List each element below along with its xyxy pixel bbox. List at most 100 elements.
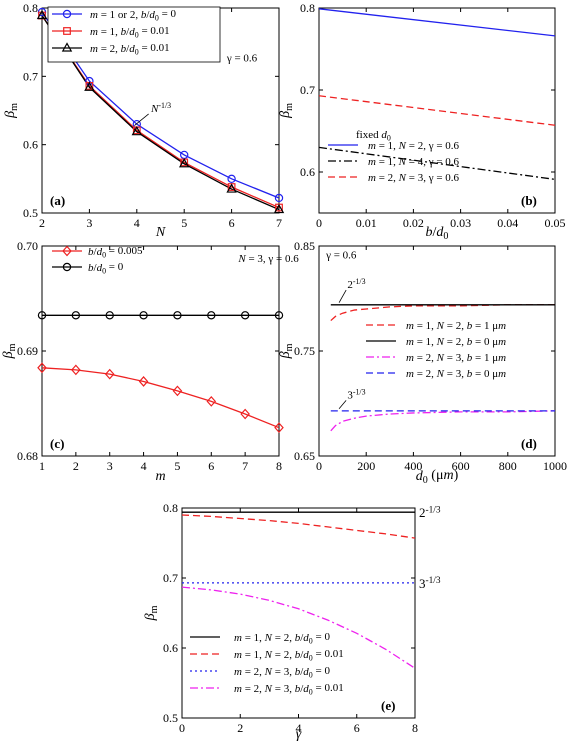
y-axis-label: βm​ [278, 343, 295, 359]
x-tick-label: 600 [452, 459, 470, 473]
series-group [330, 304, 555, 432]
annotation: γ = 0.6 [325, 250, 357, 262]
data-point [61, 42, 73, 52]
legend-label: b/d0​ = 0 [88, 261, 124, 275]
legend: m = 1, N = 2, b/d0​ = 0 m = 1, N = 2, b/d… [190, 631, 344, 696]
y-tick-label: 0.8 [163, 501, 178, 515]
legend-label: m = 1, N = 2, b/d0​ = 0 [234, 631, 330, 645]
x-tick-label: 0.02 [403, 216, 424, 230]
legend-label: m = 2, b/d0​ = 0.01 [90, 42, 170, 56]
data-point [131, 125, 143, 136]
legend-label: m = 1, N = 2, γ = 0.6 [368, 140, 460, 152]
series-line [42, 15, 279, 211]
y-tick-label: 0.69 [17, 344, 38, 358]
y-tick-label: 0.65 [294, 449, 315, 463]
legend-label: m = 1, N = 2, b/d0​ = 0.01 [234, 648, 344, 662]
y-tick-label: 0.6 [300, 165, 315, 179]
annotation-arrow [134, 113, 149, 126]
panel-label: (b) [521, 193, 537, 208]
legend-label: m = 2, N = 3, γ = 0.6 [368, 172, 460, 184]
legend-label: b/d0​ = 0.005 [88, 245, 143, 259]
x-tick-label: 4 [141, 459, 147, 473]
plot-frame [41, 245, 280, 457]
y-tick-label: 0.70 [17, 239, 38, 253]
data-point [273, 203, 285, 214]
annotation: 2-1/3​ [347, 277, 365, 291]
data-point [63, 27, 71, 35]
data-point [84, 81, 95, 91]
data-point [36, 9, 48, 20]
legend: m = 1, N = 2, b = 1 μm m = 1, N = 2, b = … [366, 320, 506, 380]
annotation: 3-1/3​ [347, 387, 365, 401]
series-line [42, 11, 279, 199]
y-axis-label: βm​ [278, 103, 295, 119]
x-tick-label: 1000 [543, 459, 567, 473]
data-point [173, 311, 182, 320]
data-point [105, 311, 114, 320]
x-axis-label: N [155, 225, 166, 240]
right-reference-label: 3-1/3​ [419, 576, 441, 591]
data-point [104, 368, 115, 380]
data-point [274, 193, 284, 203]
data-point [172, 385, 183, 397]
x-tick-label: 8 [412, 721, 418, 735]
data-point [206, 395, 217, 407]
data-point [178, 158, 190, 168]
x-tick-label: 400 [404, 459, 422, 473]
legend: fixed d0​m = 1, N = 2, γ = 0.6 m = 1, N =… [328, 129, 460, 184]
data-point [62, 9, 72, 19]
series-group [42, 11, 279, 211]
panel-d: 0 200 400 600 800 1000 0.65 0.75 0.85 d0​ (μm) βm​… [278, 239, 567, 486]
series-group [319, 8, 555, 181]
y-tick-label: 0.5 [23, 206, 38, 220]
x-tick-label: 4 [296, 721, 302, 735]
data-point [37, 311, 47, 320]
annotation-arrow [338, 289, 347, 303]
x-tick-label: 3 [86, 216, 92, 230]
x-tick-label: 8 [276, 459, 282, 473]
x-axis-label: γ [296, 727, 302, 742]
data-point [207, 311, 216, 320]
y-tick-label: 0.8 [300, 1, 315, 15]
data-point [85, 76, 94, 86]
y-axis-label: βm​ [143, 605, 160, 621]
annotation: N-1/3​ [150, 101, 171, 115]
x-tick-label: 5 [181, 216, 187, 230]
legend-label: m = 1, N = 2, b = 1 μm [406, 320, 506, 332]
y-tick-label: 0.75 [294, 344, 315, 358]
annotation-arrow [338, 400, 347, 410]
data-point [227, 174, 236, 184]
y-tick-label: 0.68 [17, 449, 38, 463]
series-line [182, 514, 415, 539]
panel-a: 2 3 4 5 6 7 0.5 0.6 0.7 0.8 Nβm​ m = 1 or 2, b/d0​ … [3, 1, 285, 240]
data-point [240, 311, 250, 320]
y-tick-label: 0.7 [300, 83, 315, 97]
panel-label: (c) [50, 436, 64, 451]
x-tick-label: 3 [107, 459, 113, 473]
data-point [138, 376, 149, 387]
series-line [330, 410, 555, 432]
x-tick-label: 1 [39, 459, 45, 473]
annotation: γ = 0.6 [226, 52, 258, 64]
x-tick-label: 2 [73, 459, 79, 473]
x-tick-label: 2 [39, 216, 45, 230]
x-tick-label: 6 [354, 721, 360, 735]
y-tick-label: 0.7 [163, 571, 178, 585]
right-reference-label: 2-1/3​ [419, 505, 441, 520]
legend-label: m = 2, N = 3, b/d0​ = 0.01 [234, 682, 344, 696]
data-point [37, 362, 47, 374]
x-tick-label: 0.04 [497, 216, 518, 230]
x-axis-label: m [155, 469, 165, 484]
panel-e: 0 2 4 6 8 0.5 0.6 0.7 0.8 γ βm​ m = 1, N = 2, b/d0​… [143, 501, 441, 742]
x-tick-label: 2 [237, 721, 243, 735]
x-tick-label: 4 [134, 216, 140, 230]
panel-label: (d) [521, 436, 537, 451]
data-point [71, 364, 81, 376]
x-tick-label: 0 [316, 216, 322, 230]
x-tick-label: 0 [316, 459, 322, 473]
legend-label: m = 1, N = 4, γ = 0.6 [368, 156, 460, 168]
x-tick-label: 0 [179, 721, 185, 735]
legend-title: fixed d0​ [356, 129, 391, 142]
